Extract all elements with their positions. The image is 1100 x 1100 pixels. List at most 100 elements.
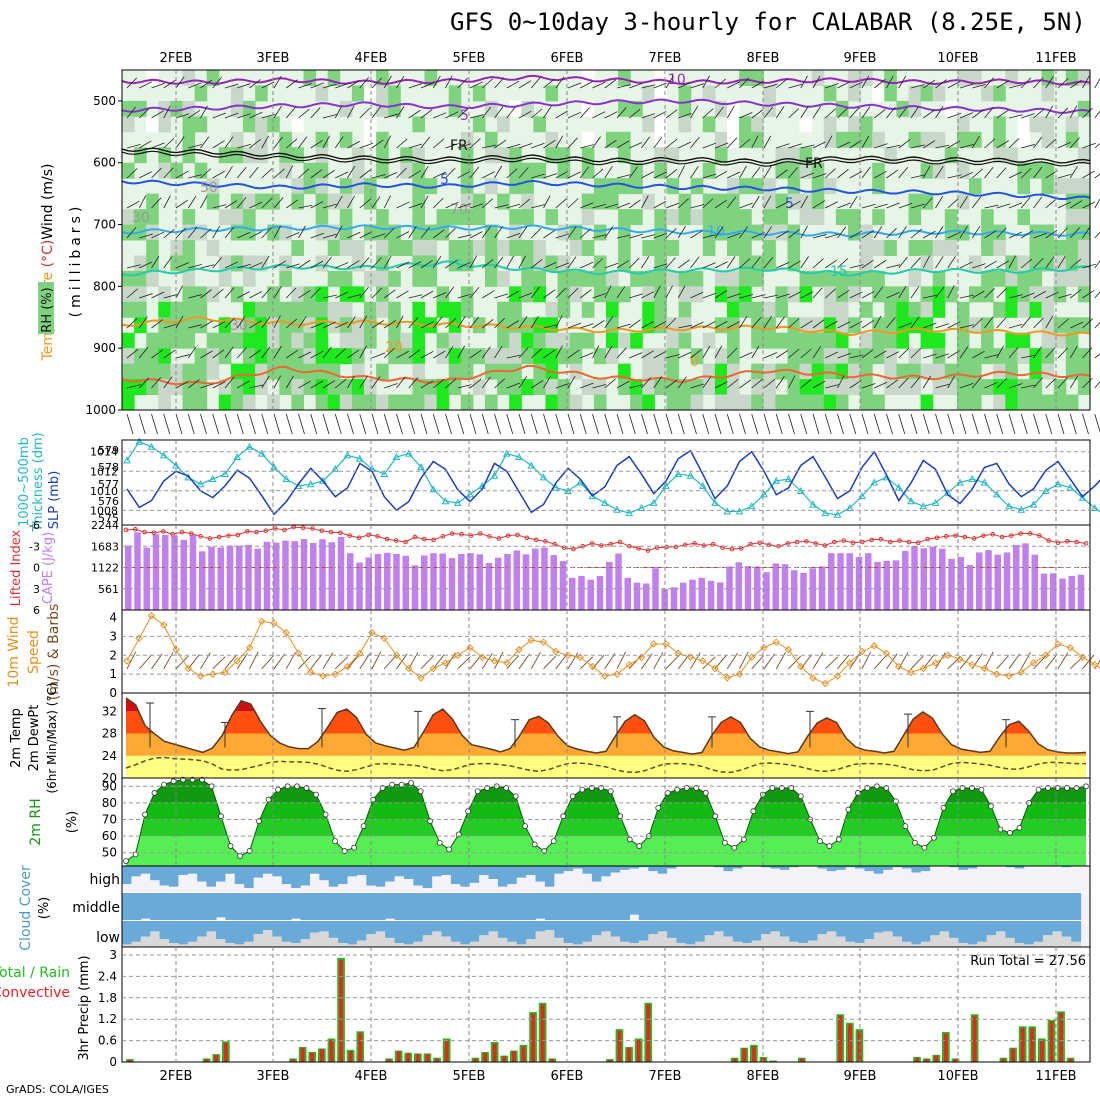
wind-barb <box>959 413 967 435</box>
wind-barb <box>849 171 863 179</box>
cloud-cell <box>150 866 161 881</box>
wind-barb <box>433 350 446 359</box>
cloud-cell-clear <box>902 941 912 947</box>
wind-barb <box>285 287 297 299</box>
cloud-cell <box>967 866 978 869</box>
thickness-tick: 577 <box>98 478 119 491</box>
wind-barb <box>727 81 740 89</box>
rh-cell <box>1029 379 1043 396</box>
wind-barb <box>347 80 360 89</box>
rh-cell <box>606 178 619 195</box>
rh-point <box>446 846 453 853</box>
thickness-point <box>502 449 511 457</box>
rh-cell <box>630 379 643 396</box>
wind-barb <box>788 167 798 179</box>
wind-barb <box>812 141 826 149</box>
wind-barb-10m <box>359 653 371 670</box>
rh-cell <box>400 394 413 411</box>
rh-cell <box>848 85 861 102</box>
wind-barb <box>972 84 986 89</box>
rh-cell <box>388 317 401 334</box>
wind-barb <box>396 106 405 119</box>
wind-barb <box>922 413 930 435</box>
rh-cell <box>654 270 667 287</box>
cloud-cell <box>986 893 997 920</box>
rh-point <box>797 793 804 800</box>
wind-barb <box>824 168 836 179</box>
rh-cell <box>654 363 667 380</box>
wind-barb <box>445 286 455 299</box>
wind-barb <box>494 293 509 299</box>
wind-barb <box>665 257 676 269</box>
rh-cell <box>230 255 244 272</box>
cape-bar <box>791 570 798 610</box>
rh-cell <box>1005 270 1018 287</box>
wind-barb <box>592 168 604 179</box>
rh-cell <box>932 348 946 365</box>
thickness-point <box>392 452 401 460</box>
wind-speed-point <box>711 664 719 673</box>
rh-cell <box>835 209 849 226</box>
wind-barb <box>922 255 931 269</box>
rh-cell <box>593 224 607 241</box>
rh-cell <box>291 193 304 210</box>
cloud-cell <box>366 921 377 934</box>
rh-cell <box>606 193 619 210</box>
rh-cell <box>799 394 813 411</box>
cape-bar <box>976 552 983 610</box>
lifted-index-point <box>906 539 912 545</box>
wind-barb <box>138 316 148 329</box>
cape-bar <box>735 562 742 610</box>
rh-cell <box>993 116 1006 133</box>
rh-point <box>912 839 918 846</box>
cloud-cell-clear <box>779 869 790 892</box>
wind-barb <box>261 316 271 329</box>
cloud-cell <box>272 893 283 920</box>
wind-barb <box>714 78 726 89</box>
thickness-point <box>355 454 364 462</box>
wind-barb <box>825 201 838 209</box>
wind-barb <box>812 258 824 269</box>
wind-barb <box>151 231 165 239</box>
lifted-index-point <box>254 529 259 535</box>
rh-cell <box>243 348 256 365</box>
rh-cell <box>545 332 559 349</box>
rh-cell <box>714 270 728 287</box>
wind-barb <box>653 376 663 389</box>
rh-cell <box>412 379 425 396</box>
wind-speed-point <box>1066 644 1074 652</box>
cloud-cell <box>1014 893 1025 920</box>
rh-cell <box>811 270 825 287</box>
cloud-cell-clear <box>535 881 546 892</box>
wind-barb <box>580 202 594 209</box>
rh-cell <box>1041 394 1055 411</box>
wind-speed-point <box>478 653 486 661</box>
cloud-cell <box>573 893 584 920</box>
cloud-cell <box>826 893 837 920</box>
wind-speed-point <box>405 664 413 673</box>
rh-cell <box>255 131 268 148</box>
rh-cell <box>593 255 607 272</box>
cloud-cell <box>1014 866 1025 869</box>
cloud-cell-clear <box>535 931 546 947</box>
wind-barb <box>212 204 227 209</box>
rh-point <box>313 791 319 798</box>
rh-cell <box>1041 240 1055 256</box>
wind-barb <box>126 318 138 329</box>
wind-barb <box>531 173 545 179</box>
thickness-point <box>270 463 278 471</box>
rh-cell <box>848 379 861 396</box>
cloud-cell-clear <box>808 866 818 892</box>
rh-point <box>978 786 985 793</box>
rh-cell <box>581 301 595 318</box>
lifted-index-point <box>1083 541 1089 546</box>
rh-cell <box>182 100 196 117</box>
wind-barb <box>200 136 210 149</box>
rh-cell <box>1041 116 1055 133</box>
cloud-cell-clear <box>507 941 518 947</box>
rh-cell <box>122 332 135 349</box>
cape-bar <box>920 548 927 610</box>
wind-barb <box>665 109 678 119</box>
wind-barb <box>506 80 520 89</box>
wind-speed-point <box>846 659 854 667</box>
